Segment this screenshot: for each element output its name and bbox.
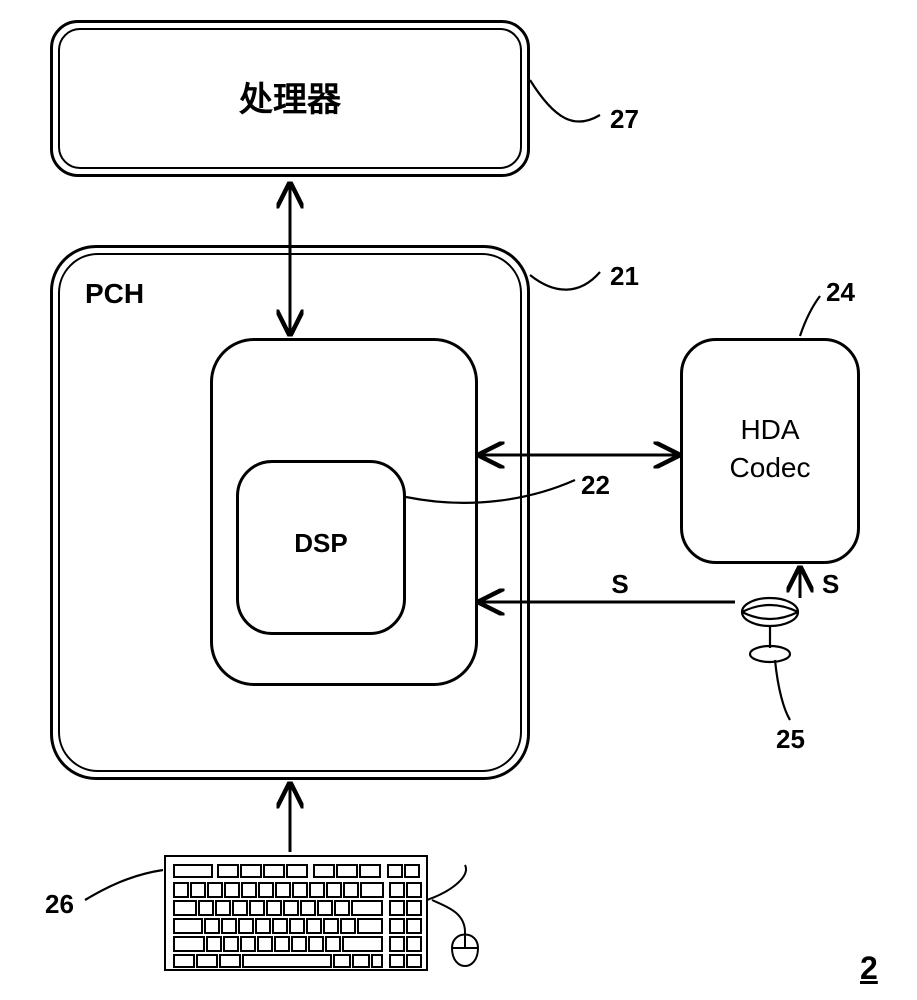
dsp-label: DSP	[236, 528, 406, 559]
leader-25	[775, 660, 790, 720]
pch-label: PCH	[85, 278, 144, 310]
ref-21: 21	[610, 261, 639, 291]
keyboard-icon	[165, 856, 466, 970]
mouse-icon	[432, 900, 478, 966]
leader-24	[800, 296, 820, 336]
ref-27: 27	[610, 104, 639, 134]
signal-s-1: S	[611, 569, 628, 599]
figure-number: 2	[860, 950, 878, 987]
leader-21	[530, 272, 600, 290]
ref-24: 24	[826, 277, 855, 307]
hda-label-2: Codec	[680, 452, 860, 484]
microphone-icon	[742, 598, 798, 662]
hda-label-1: HDA	[680, 414, 860, 446]
diagram-canvas: 处理器 PCH DSP HDA Codec 2	[0, 0, 917, 1000]
processor-label: 处理器	[0, 72, 580, 121]
ref-25: 25	[776, 724, 805, 754]
arrow-mic-hda: S	[800, 569, 839, 599]
ref-26: 26	[45, 889, 74, 919]
ref-22: 22	[581, 470, 610, 500]
hda-block	[680, 338, 860, 564]
leader-26	[85, 870, 163, 900]
signal-s-2: S	[822, 569, 839, 599]
